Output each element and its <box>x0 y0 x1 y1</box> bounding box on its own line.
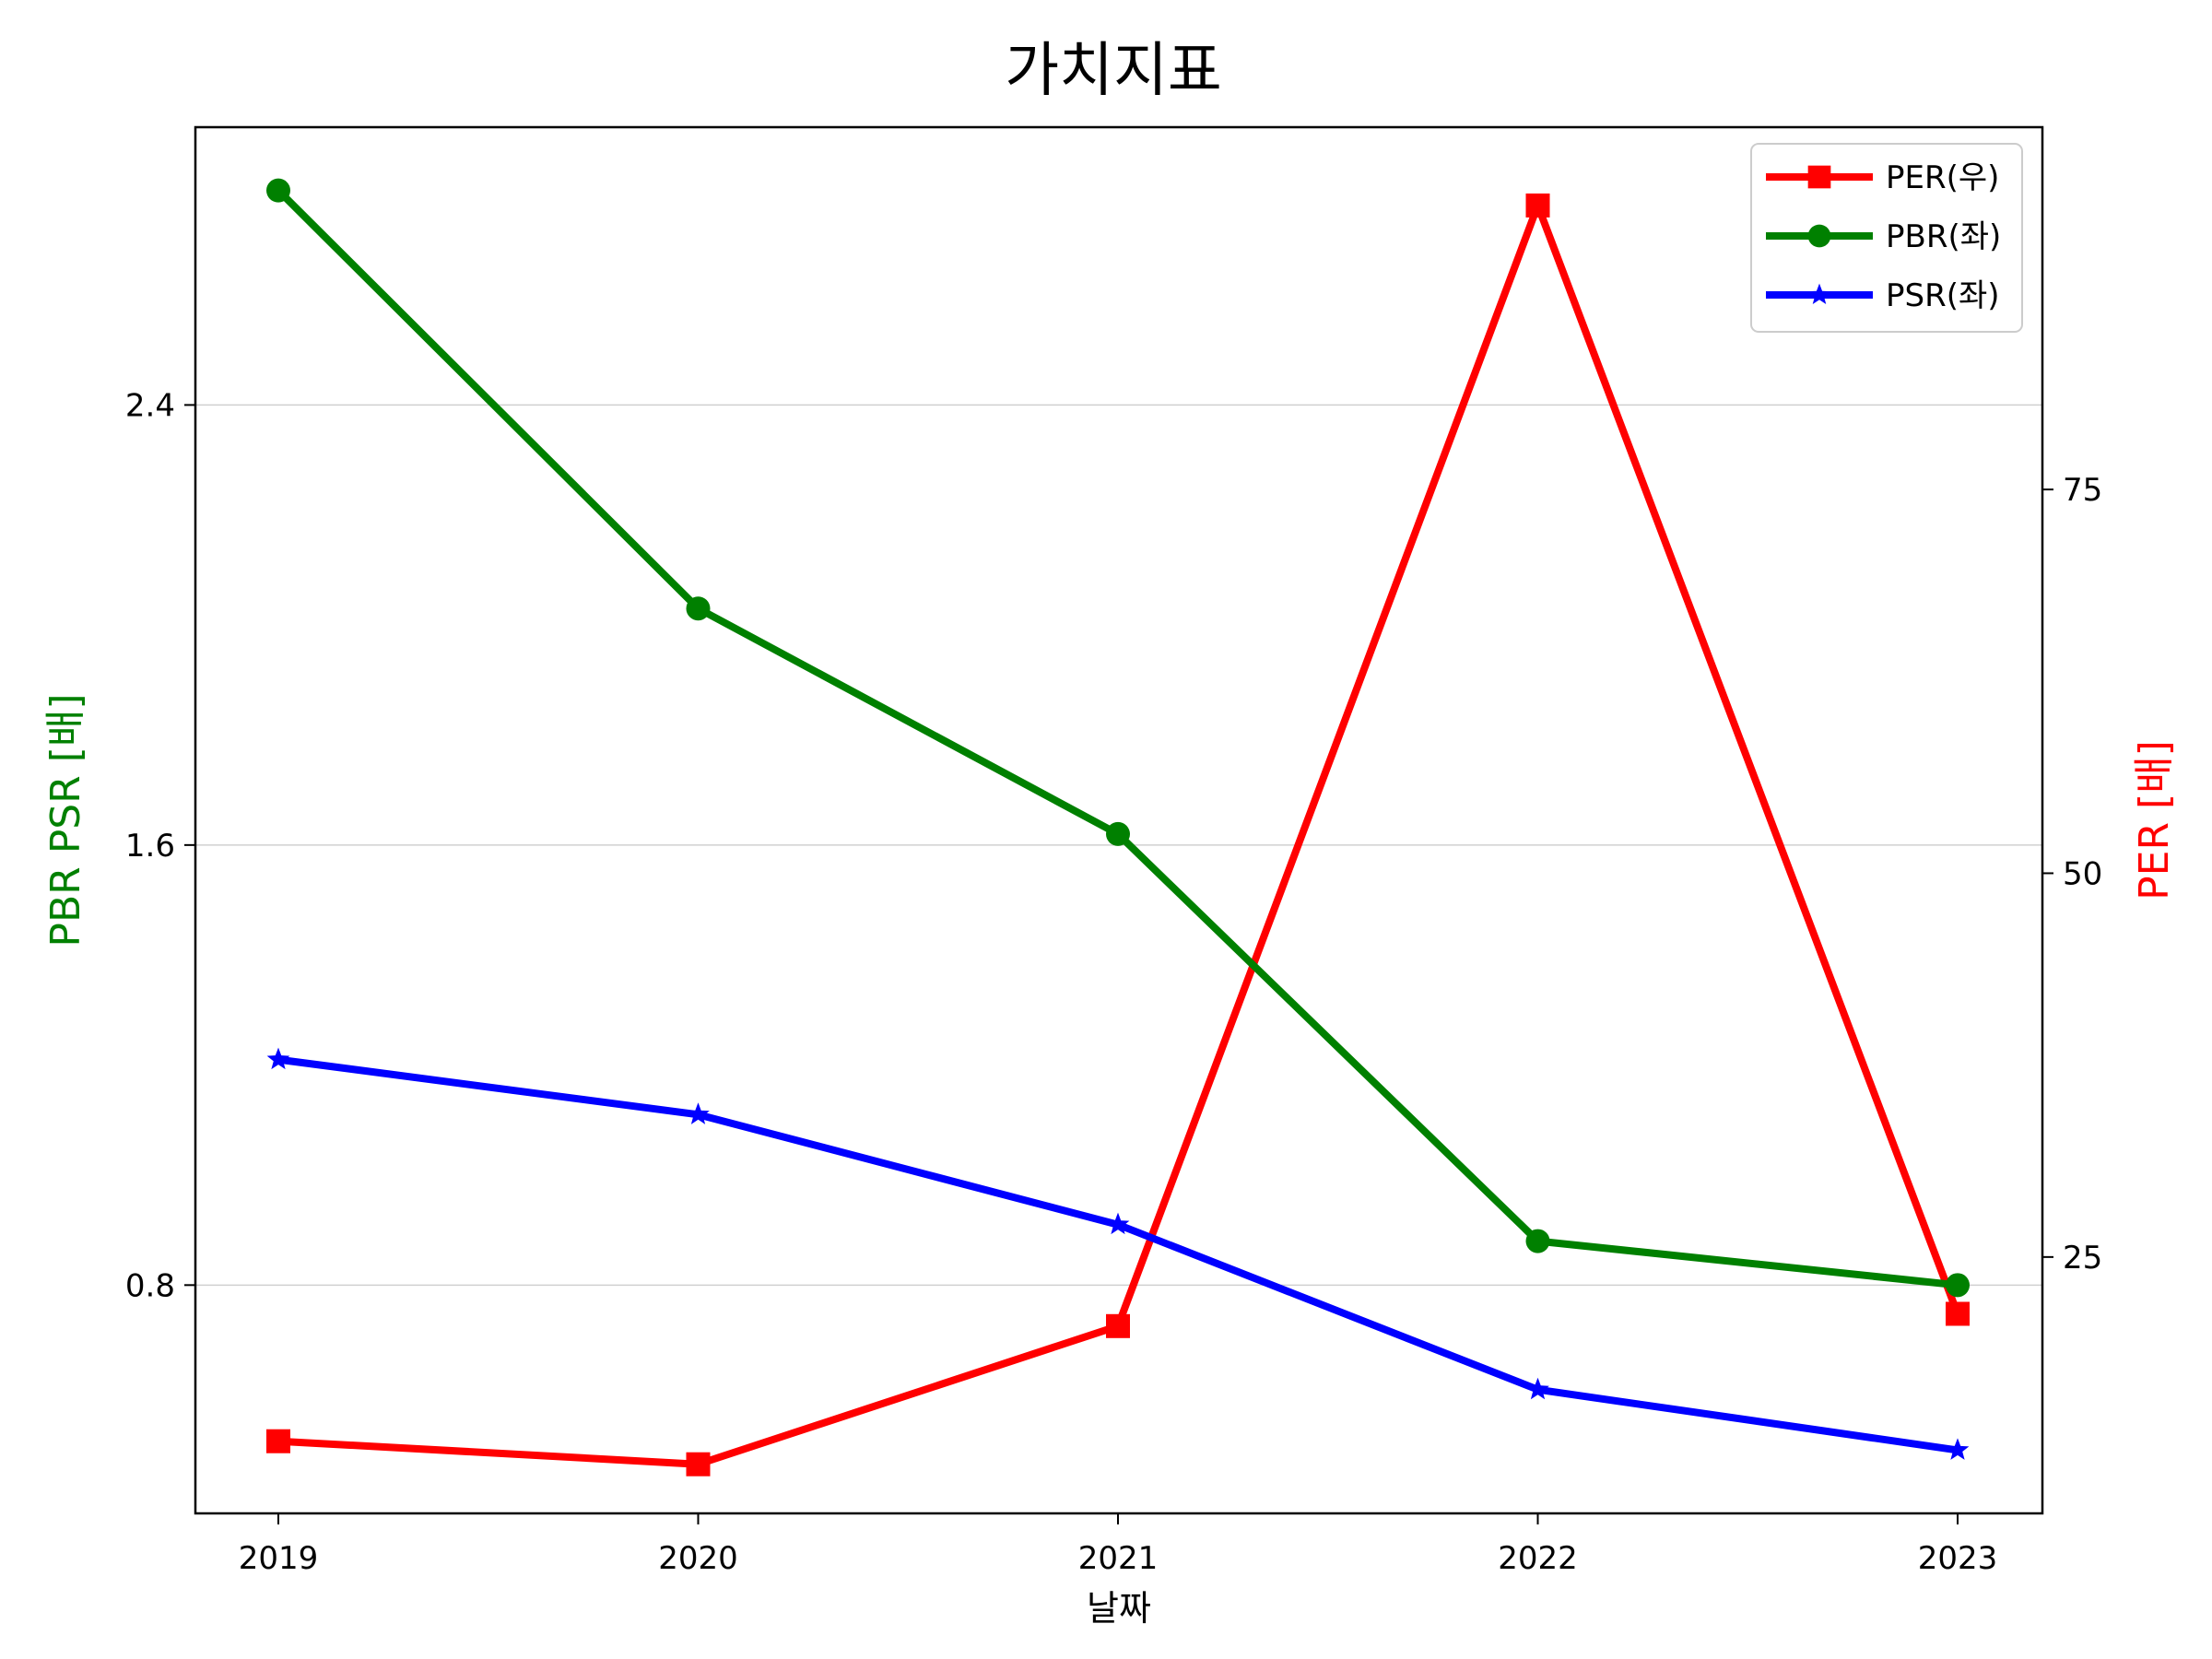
data-point-psr좌-2019 <box>266 1047 290 1070</box>
x-tick-label-2022: 2022 <box>1498 1540 1578 1577</box>
legend-label-pbr좌: PBR(좌) <box>1886 218 2001 255</box>
data-point-psr좌-2021 <box>1106 1212 1130 1235</box>
x-tick-label-2023: 2023 <box>1918 1540 1998 1577</box>
y-right-tick-label-1: 50 <box>2063 855 2102 892</box>
data-point-per우-2021 <box>1106 1313 1130 1338</box>
x-tick-label-2021: 2021 <box>1078 1540 1159 1577</box>
series-line-pbr좌 <box>276 187 1959 1289</box>
y-right-tick-label-0: 25 <box>2063 1240 2102 1277</box>
series-pbr좌 <box>266 178 1970 1298</box>
data-point-psr좌-2020 <box>687 1102 710 1124</box>
x-tick-label-2019: 2019 <box>239 1540 319 1577</box>
x-axis: 2019 2020 2021 2022 2023 <box>239 1513 1998 1577</box>
legend-marker-pbr좌 <box>1807 224 1831 248</box>
data-point-psr좌-2022 <box>1526 1377 1549 1400</box>
y-right-tick-label-2: 75 <box>2063 472 2102 509</box>
data-point-per우-2019 <box>266 1429 290 1453</box>
legend-label-psr좌: PSR(좌) <box>1886 277 2000 314</box>
data-point-pbr좌-2023 <box>1946 1273 1970 1298</box>
legend-marker-per우 <box>1807 165 1831 189</box>
chart-title: 가치지표 <box>1005 37 1222 105</box>
data-point-pbr좌-2021 <box>1106 821 1130 846</box>
series-per우 <box>266 193 1970 1477</box>
data-point-per우-2023 <box>1946 1301 1970 1326</box>
data-point-pbr좌-2022 <box>1525 1229 1550 1253</box>
x-tick-label-2020: 2020 <box>658 1540 738 1577</box>
y-left-tick-label-2: 2.4 <box>125 387 175 424</box>
y-axis-left-label: PBR PSR [배] <box>42 693 89 947</box>
data-point-pbr좌-2019 <box>266 178 290 203</box>
y-axis-left: 0.8 1.6 2.4 <box>125 387 195 1304</box>
data-point-per우-2020 <box>686 1452 711 1477</box>
legend-label-per우: PER(우) <box>1886 159 1999 196</box>
y-axis-right: 25 50 75 <box>2042 472 2102 1277</box>
legend: PER(우) PBR(좌) PSR(좌) <box>1750 143 2023 333</box>
legend-marker-psr좌 <box>1808 283 1830 304</box>
y-left-tick-label-0: 0.8 <box>125 1267 175 1304</box>
y-left-tick-label-1: 1.6 <box>125 828 175 865</box>
series-psr좌 <box>266 1047 1970 1460</box>
plot-series <box>266 178 1970 1477</box>
x-axis-label: 날짜 <box>1087 1588 1151 1629</box>
series-line-psr좌 <box>277 1055 1959 1454</box>
data-point-pbr좌-2020 <box>686 596 711 621</box>
data-point-per우-2022 <box>1525 193 1550 218</box>
plot-frame <box>194 125 2044 1515</box>
y-axis-right-label: PER [배] <box>2131 740 2178 900</box>
data-point-psr좌-2023 <box>1946 1438 1970 1460</box>
